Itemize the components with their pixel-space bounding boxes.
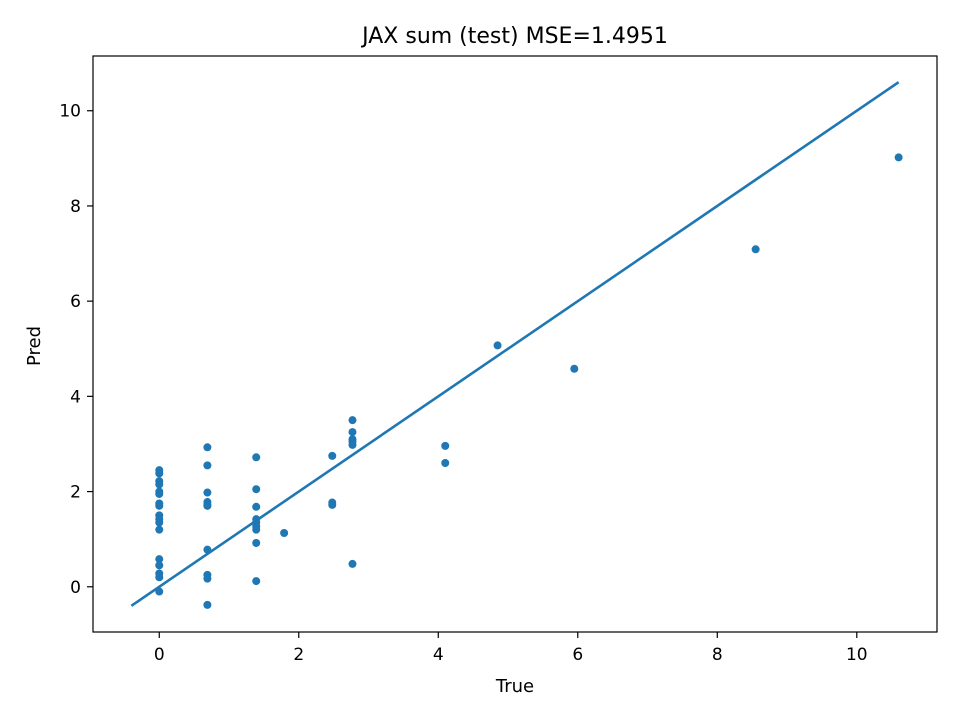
x-tick-label: 0 bbox=[154, 645, 165, 665]
x-tick-label: 2 bbox=[293, 645, 304, 665]
y-tick-label: 2 bbox=[70, 483, 81, 503]
data-point bbox=[328, 500, 337, 509]
data-point bbox=[155, 555, 164, 564]
y-tick-label: 4 bbox=[70, 387, 81, 407]
data-point bbox=[894, 153, 903, 162]
data-points bbox=[155, 153, 903, 609]
data-point bbox=[348, 440, 357, 449]
x-axis-label: True bbox=[495, 676, 534, 697]
chart-title: JAX sum (test) MSE=1.4951 bbox=[360, 24, 668, 49]
data-point bbox=[441, 459, 450, 468]
x-tick-label: 6 bbox=[572, 645, 583, 665]
x-tick-label: 10 bbox=[846, 645, 868, 665]
axis-ticks: 0 2 4 6 8 10 0 2 4 6 8 10 bbox=[59, 102, 867, 665]
data-point bbox=[155, 525, 164, 534]
data-point bbox=[203, 461, 212, 470]
data-point bbox=[441, 441, 450, 450]
reference-line bbox=[130, 81, 900, 607]
data-point bbox=[203, 501, 212, 510]
y-tick-label: 0 bbox=[70, 578, 81, 598]
data-point bbox=[252, 577, 261, 586]
data-point bbox=[252, 538, 261, 547]
data-point bbox=[252, 502, 261, 511]
data-point bbox=[348, 428, 357, 437]
data-point bbox=[348, 559, 357, 568]
data-point bbox=[155, 573, 164, 582]
data-point bbox=[328, 451, 337, 460]
data-point bbox=[155, 489, 164, 498]
data-point bbox=[252, 485, 261, 494]
data-point bbox=[203, 545, 212, 554]
data-point bbox=[203, 574, 212, 583]
data-point bbox=[155, 587, 164, 596]
data-point bbox=[252, 525, 261, 534]
data-point bbox=[252, 453, 261, 462]
y-axis-label: Pred bbox=[24, 326, 45, 366]
x-tick-label: 4 bbox=[433, 645, 444, 665]
plot-frame bbox=[92, 55, 938, 633]
y-tick-label: 10 bbox=[59, 102, 81, 122]
data-point bbox=[348, 416, 357, 425]
y-tick-label: 8 bbox=[70, 197, 81, 217]
x-tick-label: 8 bbox=[712, 645, 723, 665]
data-point bbox=[203, 488, 212, 497]
data-point bbox=[280, 528, 289, 537]
data-point bbox=[155, 469, 164, 478]
data-point bbox=[203, 600, 212, 609]
y-tick-label: 6 bbox=[70, 292, 81, 312]
data-point bbox=[155, 480, 164, 489]
data-point bbox=[751, 245, 760, 254]
data-point bbox=[155, 561, 164, 570]
data-point bbox=[493, 341, 502, 350]
data-point bbox=[203, 443, 212, 452]
plot-area: 0 2 4 6 8 10 0 2 4 6 8 10 bbox=[59, 55, 938, 665]
data-point bbox=[155, 518, 164, 527]
data-point bbox=[570, 364, 579, 373]
data-point bbox=[155, 501, 164, 510]
